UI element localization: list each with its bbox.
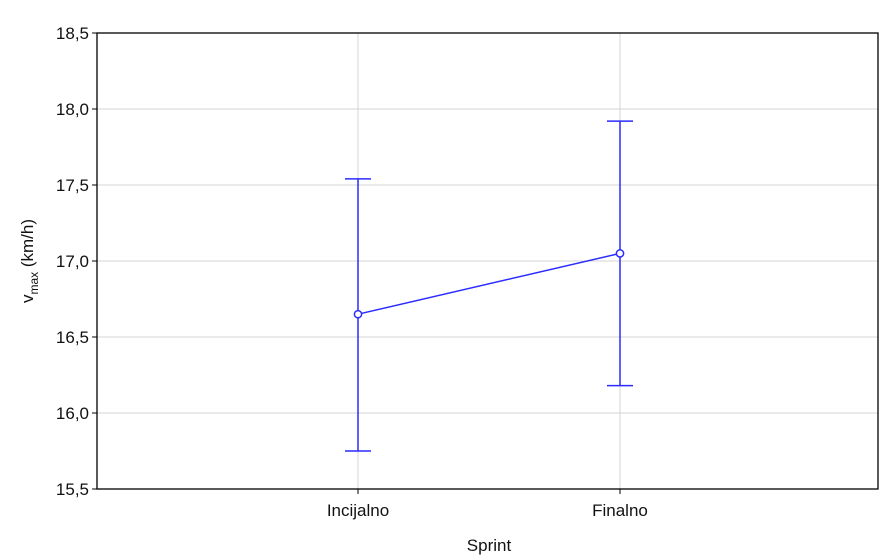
y-axis-label-subscript: max <box>27 272 41 295</box>
y-tick-label: 17,5 <box>56 176 89 195</box>
x-axis-label: Sprint <box>467 536 512 555</box>
y-tick-label: 18,5 <box>56 24 89 43</box>
data-point <box>615 249 625 258</box>
data-point <box>353 309 363 319</box>
y-tick-label: 16,0 <box>56 404 89 423</box>
y-axis-label: vmax (km/h) <box>18 219 41 303</box>
x-axis-ticks: Incijalno Finalno <box>327 489 648 520</box>
y-tick-label: 15,5 <box>56 480 89 499</box>
series-layer <box>345 120 633 452</box>
y-axis-ticks: 15,5 16,0 16,5 17,0 17,5 18,0 18,5 <box>56 24 97 499</box>
y-axis-label-unit: (km/h) <box>18 219 37 272</box>
series-line <box>357 252 621 315</box>
y-tick-label: 18,0 <box>56 100 89 119</box>
x-tick-label: Finalno <box>592 501 648 520</box>
x-tick-label: Incijalno <box>327 501 389 520</box>
grid <box>97 33 878 489</box>
y-tick-label: 16,5 <box>56 328 89 347</box>
y-axis-label-main: v <box>18 294 37 303</box>
y-tick-label: 17,0 <box>56 252 89 271</box>
